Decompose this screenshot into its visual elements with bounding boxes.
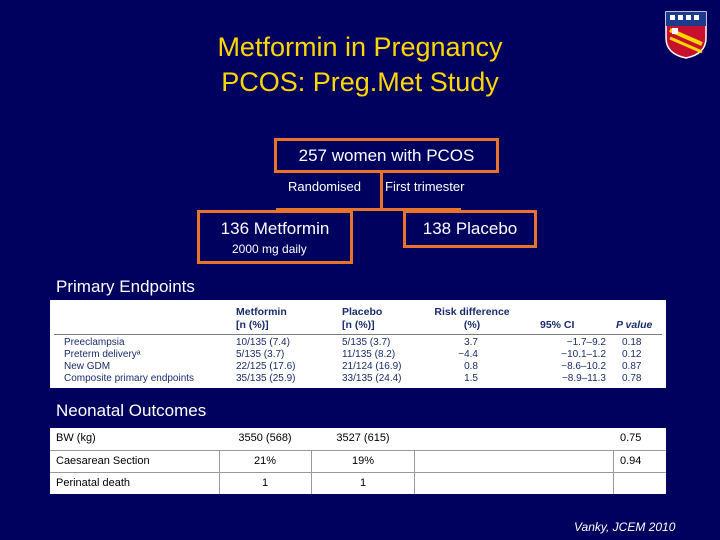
slide-title: Metformin in Pregnancy PCOS: Preg.Met St… bbox=[0, 30, 720, 100]
row-label: New GDM bbox=[64, 361, 111, 372]
neonatal-outcomes-table: BW (kg) 3550 (568) 3527 (615) 0.75 Caesa… bbox=[50, 428, 666, 494]
university-crest-icon bbox=[665, 11, 707, 59]
table-row: Caesarean Section 21% 19% 0.94 bbox=[50, 450, 666, 472]
row-label: Caesarean Section bbox=[56, 455, 150, 467]
row-divider bbox=[50, 472, 666, 473]
metformin-box-label: 136 Metformin bbox=[220, 219, 330, 238]
title-line-2: PCOS: Preg.Met Study bbox=[221, 67, 499, 97]
primary-endpoints-heading: Primary Endpoints bbox=[56, 277, 195, 296]
total-women-label: 257 women with PCOS bbox=[298, 146, 475, 165]
total-women-box: 257 women with PCOS bbox=[274, 138, 499, 173]
randomised-label: Randomised bbox=[288, 179, 361, 194]
table-row: BW (kg) 3550 (568) 3527 (615) 0.75 bbox=[50, 428, 666, 450]
table-row: Composite primary endpoints 35/135 (25.9… bbox=[64, 373, 642, 384]
row-label: Composite primary endpoints bbox=[64, 373, 195, 384]
col-header-p: P value bbox=[616, 319, 653, 331]
row-label: Preterm deliveryᵃ bbox=[64, 349, 141, 360]
row-label: BW (kg) bbox=[56, 432, 96, 444]
header-rule bbox=[54, 334, 662, 335]
connector-horizontal bbox=[276, 208, 461, 211]
trimester-label: First trimester bbox=[385, 179, 465, 194]
placebo-box-label: 138 Placebo bbox=[422, 219, 518, 238]
col-header-ci: 95% CI bbox=[540, 319, 575, 331]
title-line-1: Metformin in Pregnancy bbox=[217, 32, 503, 62]
metformin-dose-label: 2000 mg daily bbox=[232, 242, 307, 256]
table-row: New GDM 22/125 (17.6) 21/124 (16.9) 0.8 … bbox=[64, 361, 642, 372]
row-divider bbox=[50, 450, 666, 451]
neonatal-outcomes-heading: Neonatal Outcomes bbox=[56, 401, 207, 420]
row-label: Preeclampsia bbox=[64, 337, 125, 348]
row-label: Perinatal death bbox=[56, 477, 130, 489]
primary-endpoints-table: Metformin [n (%)] Placebo [n (%)] Risk dif… bbox=[50, 300, 666, 388]
placebo-box: 138 Placebo bbox=[403, 210, 537, 248]
metformin-box: 136 Metformin 2000 mg daily bbox=[197, 210, 353, 264]
col-header-metformin: Metformin [n (%)] bbox=[236, 306, 287, 331]
citation: Vanky, JCEM 2010 bbox=[574, 520, 676, 534]
col-header-risk: Risk difference (%) bbox=[434, 306, 510, 331]
col-header-placebo: Placebo [n (%)] bbox=[342, 306, 383, 331]
table-row: Preeclampsia 10/135 (7.4) 5/135 (3.7) 3.… bbox=[64, 337, 642, 348]
connector-vertical bbox=[380, 171, 383, 210]
table-row: Preterm deliveryᵃ 5/135 (3.7) 11/135 (8.… bbox=[64, 349, 642, 360]
table-row: Perinatal death 1 1 bbox=[50, 472, 666, 494]
